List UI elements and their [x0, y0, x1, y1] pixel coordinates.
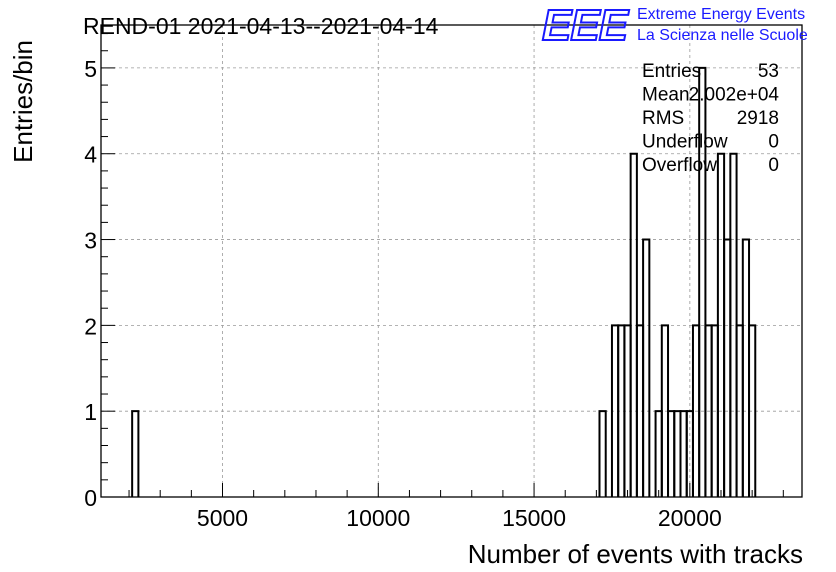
stats-value: 0	[768, 132, 779, 153]
stats-value: 0	[768, 155, 779, 176]
eee-logo-line2: La Scienza nelle Scuole	[637, 27, 808, 44]
eee-logo: EEE Extreme Energy Events La Scienza nel…	[541, 0, 808, 51]
stats-label: Underflow	[642, 132, 728, 153]
histogram-bin	[642, 238, 651, 497]
x-tick-label: 10000	[346, 505, 410, 531]
chart-title: REND-01 2021-04-13--2021-04-14	[83, 13, 439, 39]
x-tick-label: 15000	[502, 505, 566, 531]
stats-label: RMS	[642, 108, 684, 129]
stats-value: 2.002e+04	[689, 85, 780, 106]
y-axis-label: Entries/bin	[8, 40, 38, 163]
eee-logo-mark: EEE	[542, 1, 630, 50]
y-tick-label: 1	[84, 399, 97, 425]
stats-value: 2918	[737, 108, 779, 129]
axis-ticks	[101, 33, 784, 498]
y-tick-label: 4	[84, 142, 97, 168]
x-tick-label: 20000	[658, 505, 722, 531]
y-tick-label: 0	[84, 485, 97, 511]
grid-lines	[101, 25, 802, 497]
y-tick-label: 2	[84, 313, 97, 339]
x-tick-label: 5000	[197, 505, 248, 531]
y-tick-label: 3	[84, 228, 97, 254]
eee-logo-line1: Extreme Energy Events	[637, 6, 805, 23]
histogram-bin	[598, 410, 607, 497]
tick-labels: 5000 10000 15000 20000 0 1 2 3 4 5	[84, 56, 722, 531]
stats-label: Overflow	[642, 155, 717, 176]
stats-label: Entries	[642, 61, 701, 82]
y-tick-label: 5	[84, 56, 97, 82]
histogram-bin	[748, 324, 757, 497]
x-axis-label: Number of events with tracks	[468, 539, 803, 569]
histogram-bin	[131, 410, 140, 497]
histogram-bin	[698, 66, 707, 497]
stats-value: 53	[758, 61, 779, 82]
plot-frame	[100, 24, 803, 498]
stats-label: Mean	[642, 85, 690, 106]
histogram-bars	[131, 66, 757, 497]
